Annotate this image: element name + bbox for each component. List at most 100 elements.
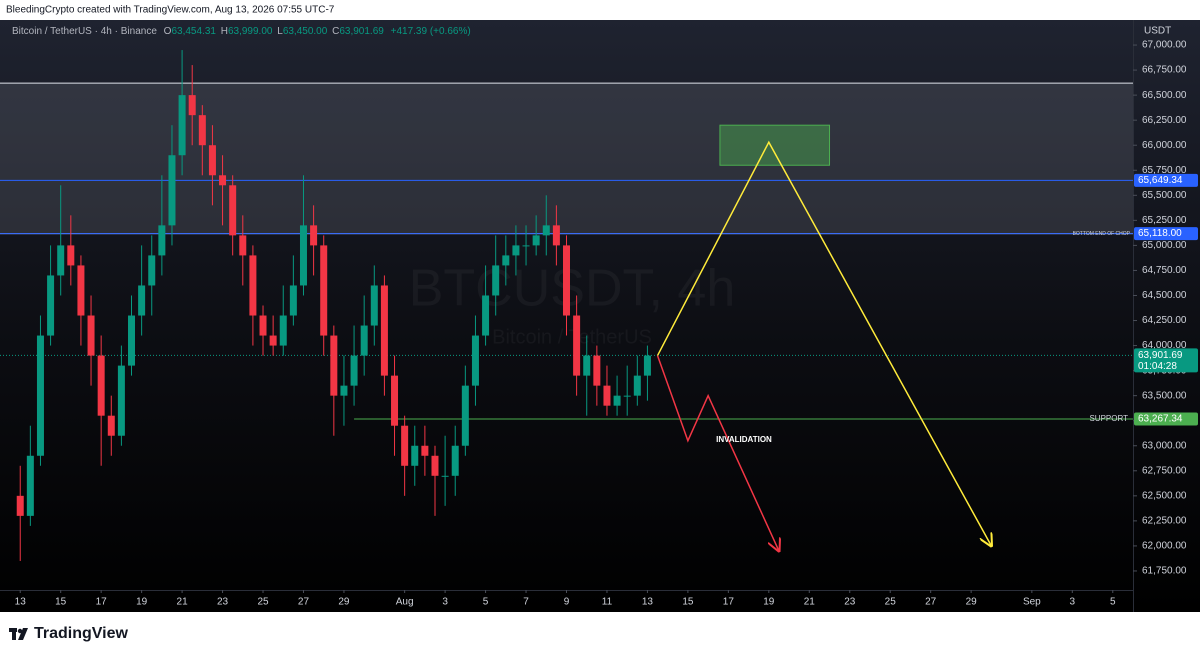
- x-tick-label: 27: [925, 597, 937, 608]
- logo: [9, 628, 28, 640]
- candle-body: [87, 315, 95, 356]
- candle-body: [320, 245, 328, 336]
- y-tick-label: 64,000.00: [1142, 340, 1187, 351]
- candle-body: [563, 245, 570, 316]
- candle-body: [370, 285, 378, 326]
- candle-body: [188, 95, 196, 116]
- candle-body: [633, 375, 641, 396]
- currency: USDT: [1144, 26, 1171, 37]
- candle-body: [168, 155, 176, 226]
- x-tick-label: 21: [804, 597, 816, 608]
- candle-body: [229, 185, 237, 236]
- y-tick-label: 63,000.00: [1142, 440, 1187, 451]
- watermark: BTCUSDT, 4h Bitcoin / TetherUS: [409, 260, 736, 349]
- candle-body: [542, 225, 550, 236]
- candle-body: [219, 175, 227, 186]
- candle-body: [380, 285, 388, 376]
- level-label: 65,118.00: [1138, 228, 1182, 239]
- x-tick-label: 17: [96, 597, 108, 608]
- candle-body: [279, 315, 287, 346]
- legend-key: L: [277, 26, 283, 37]
- footer: [0, 612, 1200, 656]
- x-tick-label: 17: [723, 597, 735, 608]
- candle-body: [310, 225, 318, 246]
- candle-body: [330, 335, 338, 396]
- y-tick-label: 65,000.00: [1142, 240, 1187, 251]
- y-tick-label: 63,500.00: [1142, 390, 1187, 401]
- candle-body: [178, 95, 186, 156]
- candle-body: [57, 245, 65, 276]
- y-tick-label: 66,500.00: [1142, 90, 1187, 101]
- candle-body: [421, 445, 429, 456]
- logo-part: [12, 628, 16, 640]
- candle-body: [77, 265, 85, 316]
- y-tick-label: 64,750.00: [1142, 265, 1187, 276]
- path-note: INVALIDATION: [716, 435, 772, 444]
- x-tick-label: 15: [55, 597, 67, 608]
- y-tick-label: 65,750.00: [1142, 165, 1187, 176]
- candle-body: [67, 245, 75, 266]
- y-tick-label: 66,000.00: [1142, 140, 1187, 151]
- x-tick-label: Sep: [1023, 597, 1041, 608]
- legend-value: 63,450.00: [283, 26, 328, 37]
- candle-body: [360, 325, 368, 356]
- legend-change: +417.39 (+0.66%): [391, 26, 471, 37]
- x-tick-label: Aug: [396, 597, 414, 608]
- candle-body: [441, 475, 449, 477]
- y-tick-label: 67,000.00: [1142, 40, 1187, 51]
- logo-part: [18, 628, 28, 640]
- candle-body: [502, 255, 510, 266]
- x-tick-label: 23: [844, 597, 856, 608]
- x-tick-label: 19: [763, 597, 775, 608]
- candle-body: [269, 335, 277, 346]
- candle-body: [471, 335, 479, 386]
- price-tag: [1134, 348, 1198, 373]
- x-tick-label: 19: [136, 597, 148, 608]
- candle-body: [512, 245, 520, 256]
- candle-body: [47, 275, 55, 336]
- y-tick-label: 65,500.00: [1142, 190, 1187, 201]
- y-tick-label: 61,750.00: [1142, 566, 1187, 577]
- candle-body: [259, 315, 267, 336]
- candle-body: [623, 395, 631, 397]
- candle-body: [299, 225, 307, 286]
- support-tag: [1134, 412, 1198, 426]
- y-tick-label: 66,750.00: [1142, 65, 1187, 76]
- y-tick-label: 62,250.00: [1142, 516, 1187, 527]
- candle-body: [482, 295, 490, 336]
- x-tick-label: 7: [523, 597, 529, 608]
- layer: 67,000.00 66,750.00 66,500.00 66,250.00 66,0…: [15, 40, 1198, 608]
- watermark-symbol: BTCUSDT, 4h: [409, 260, 736, 318]
- legend-name: Bitcoin / TetherUS · 4h · Binance: [12, 26, 157, 37]
- x-tick-label: 25: [885, 597, 897, 608]
- x-tick-label: 13: [642, 597, 654, 608]
- y-tick-label: 62,750.00: [1142, 465, 1187, 476]
- candle-body: [431, 455, 439, 476]
- candle-body: [593, 355, 601, 386]
- candle-body: [532, 235, 540, 246]
- logo-part: [17, 628, 23, 634]
- candle-body: [138, 285, 146, 316]
- projection-path: [656, 140, 992, 546]
- legend-key: H: [221, 26, 228, 37]
- candle-body: [583, 355, 591, 376]
- layer: BOTTOM END OF CHOP SUPPORT INVALIDATION: [656, 124, 1131, 551]
- level-note: BOTTOM END OF CHOP: [1073, 231, 1131, 237]
- candle-body: [36, 335, 44, 456]
- x-tick-label: 5: [483, 597, 489, 608]
- y-tick-label: 62,000.00: [1142, 541, 1187, 552]
- candle-body: [239, 235, 247, 256]
- candle-body: [249, 255, 257, 316]
- candle-body: [411, 445, 419, 466]
- legend-value: 63,999.00: [228, 26, 273, 37]
- candle-body: [158, 225, 166, 256]
- candle-body: [401, 425, 409, 466]
- target-box: [719, 124, 831, 166]
- x-tick-label: 21: [177, 597, 189, 608]
- price-label: 63,901.69: [1138, 350, 1183, 361]
- legend-value: 63,454.31: [171, 26, 216, 37]
- y-tick-label: 64,500.00: [1142, 290, 1187, 301]
- candle-body: [340, 385, 348, 396]
